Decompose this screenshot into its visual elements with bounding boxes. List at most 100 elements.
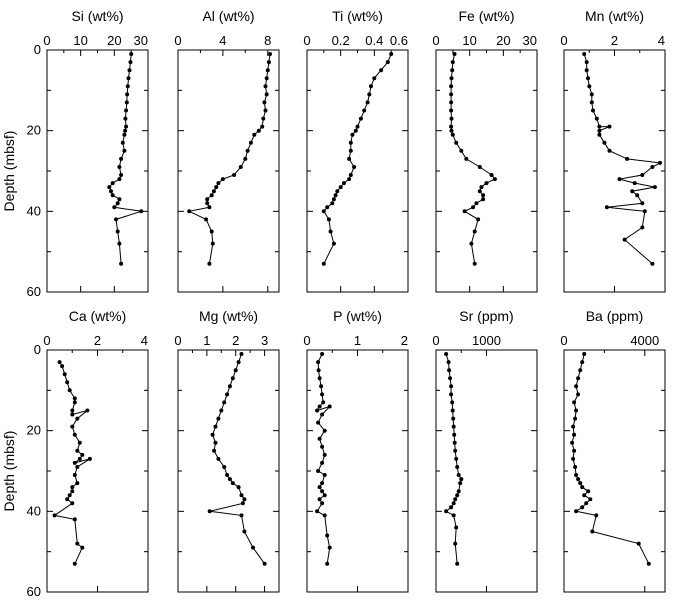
data-point bbox=[321, 400, 326, 405]
data-point bbox=[586, 489, 591, 494]
data-point bbox=[450, 68, 455, 73]
plot-frame bbox=[46, 349, 149, 593]
data-point bbox=[263, 108, 268, 113]
data-point bbox=[264, 92, 269, 97]
data-point bbox=[117, 165, 122, 169]
plot-frame bbox=[563, 349, 666, 593]
data-point bbox=[320, 489, 325, 494]
data-point bbox=[117, 241, 122, 246]
data-point bbox=[75, 465, 80, 469]
data-point bbox=[640, 201, 645, 206]
data-point bbox=[125, 84, 130, 89]
data-point bbox=[472, 261, 477, 266]
data-point bbox=[322, 473, 327, 477]
data-point bbox=[75, 481, 80, 486]
data-point bbox=[124, 100, 129, 105]
series-line bbox=[315, 353, 331, 564]
data-point bbox=[348, 173, 353, 177]
panel-mg: Mg (wt%) 0 1 2 3 bbox=[174, 308, 280, 593]
data-point bbox=[70, 501, 75, 506]
data-point bbox=[207, 261, 212, 266]
series-line bbox=[583, 53, 662, 265]
data-point bbox=[256, 128, 261, 133]
data-point bbox=[70, 424, 75, 429]
data-point bbox=[453, 541, 458, 546]
data-point bbox=[597, 128, 602, 133]
data-point bbox=[120, 140, 125, 145]
data-point bbox=[210, 241, 215, 246]
panel-title: Sr (ppm) bbox=[459, 308, 513, 324]
data-point bbox=[67, 388, 72, 393]
data-point bbox=[456, 489, 461, 494]
panel-title: Si (wt%) bbox=[71, 8, 123, 24]
data-point bbox=[128, 60, 133, 65]
data-point bbox=[484, 181, 489, 186]
data-point bbox=[576, 477, 581, 482]
data-point bbox=[456, 473, 461, 477]
x-tick-label: 3 bbox=[261, 333, 268, 348]
data-point bbox=[260, 124, 265, 129]
data-point bbox=[477, 189, 482, 194]
data-point bbox=[80, 452, 85, 457]
data-point bbox=[77, 440, 82, 445]
x-tick-label: 0 bbox=[303, 33, 310, 48]
y-tick-label: 60 bbox=[27, 584, 41, 599]
data-point bbox=[379, 68, 384, 73]
data-point bbox=[124, 124, 129, 129]
data-point bbox=[650, 165, 655, 169]
y-tick-label: 40 bbox=[27, 203, 41, 218]
data-point bbox=[322, 428, 327, 433]
data-point bbox=[124, 108, 129, 113]
data-point bbox=[452, 440, 457, 445]
data-point bbox=[320, 412, 325, 417]
data-point bbox=[317, 497, 322, 502]
data-point bbox=[242, 497, 247, 502]
data-point bbox=[262, 561, 267, 566]
x-tick-label: 0.2 bbox=[332, 33, 350, 48]
data-point bbox=[584, 501, 589, 506]
data-point bbox=[330, 201, 335, 206]
data-point bbox=[471, 205, 475, 210]
data-point bbox=[268, 52, 272, 56]
data-point bbox=[574, 384, 579, 389]
data-point bbox=[239, 513, 244, 518]
data-point bbox=[316, 420, 321, 425]
x-tick-label: 30 bbox=[523, 33, 537, 48]
data-point bbox=[139, 209, 144, 214]
panel-ti: Ti (wt%) 0 0.2 0.4 0.6 bbox=[303, 8, 409, 293]
x-tick-label: 0 bbox=[560, 333, 567, 348]
panel-title: Mg (wt%) bbox=[199, 308, 258, 324]
data-point bbox=[570, 440, 575, 445]
data-point bbox=[209, 229, 214, 234]
series-line bbox=[445, 353, 462, 564]
data-point bbox=[449, 76, 454, 81]
data-point bbox=[321, 209, 326, 214]
panel-title: Ti (wt%) bbox=[332, 8, 383, 24]
data-point bbox=[658, 160, 662, 165]
data-point bbox=[358, 116, 363, 121]
data-point bbox=[348, 140, 353, 145]
data-point bbox=[588, 497, 593, 502]
data-point bbox=[355, 124, 360, 129]
data-point bbox=[462, 209, 467, 214]
x-tick-label: 0 bbox=[560, 33, 567, 48]
data-point bbox=[72, 460, 77, 465]
data-point bbox=[477, 165, 482, 169]
x-tick-label: 4 bbox=[141, 333, 148, 348]
data-point bbox=[62, 372, 67, 377]
data-point bbox=[622, 237, 627, 242]
data-point bbox=[444, 352, 449, 356]
data-point bbox=[451, 416, 456, 421]
data-point bbox=[326, 217, 331, 222]
data-point bbox=[449, 128, 454, 133]
data-point bbox=[325, 205, 330, 210]
data-point bbox=[119, 156, 124, 161]
data-point bbox=[350, 132, 355, 137]
data-point bbox=[335, 189, 340, 194]
data-point bbox=[70, 408, 75, 413]
data-point bbox=[72, 396, 77, 401]
panel-ba: Ba (ppm) 0 4000 bbox=[560, 308, 666, 593]
data-point bbox=[317, 376, 322, 381]
data-point bbox=[446, 360, 451, 365]
data-point bbox=[449, 108, 454, 113]
